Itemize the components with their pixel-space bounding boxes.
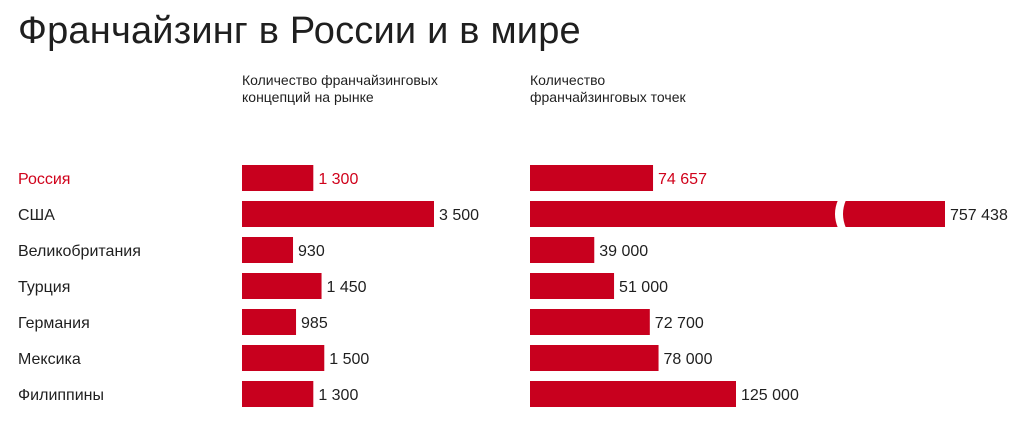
category-label: Мексика: [18, 351, 81, 368]
outlets-chart-title-line-2: франчайзинговых точек: [530, 89, 686, 105]
concepts-value-label: 1 300: [318, 387, 358, 404]
outlets-value-label: 51 000: [619, 279, 668, 296]
outlets-axis-break: [835, 200, 846, 228]
concepts-value-label: 3 500: [439, 207, 479, 224]
concepts-bar: [242, 201, 434, 227]
outlets-value-label: 125 000: [741, 387, 799, 404]
outlets-bar: [530, 345, 659, 371]
category-label: Турция: [18, 279, 70, 296]
concepts-value-label: 930: [298, 243, 325, 260]
concepts-bar: [242, 309, 297, 335]
concepts-value-label: 1 450: [327, 279, 367, 296]
outlets-bar: [530, 201, 945, 227]
concepts-value-label: 1 300: [318, 171, 358, 188]
outlets-bar: [530, 237, 595, 263]
page-title: Франчайзинг в России и в мире: [18, 10, 581, 52]
concepts-bar: [242, 381, 314, 407]
concepts-value-label: 1 500: [329, 351, 369, 368]
category-label: Россия: [18, 171, 70, 188]
outlets-value-label: 78 000: [664, 351, 713, 368]
concepts-bar: [242, 165, 314, 191]
outlets-value-label: 39 000: [599, 243, 648, 260]
concepts-chart-title: Количество франчайзинговых концепций на …: [242, 72, 502, 106]
concepts-bar: [242, 273, 322, 299]
category-label: Филиппины: [18, 387, 104, 404]
outlets-bar: [530, 165, 654, 191]
concepts-bar: [242, 237, 294, 263]
concepts-value-label: 985: [301, 315, 328, 332]
category-label: Германия: [18, 315, 90, 332]
outlets-bar: [530, 273, 615, 299]
concepts-bar: [242, 345, 325, 371]
outlets-chart-title-line-1: Количество: [530, 72, 606, 88]
outlets-bar: [530, 309, 650, 335]
outlets-value-label: 74 657: [658, 171, 707, 188]
concepts-chart-title-line-1: Количество франчайзинговых: [242, 72, 438, 88]
outlets-chart-title: Количество франчайзинговых точек: [530, 72, 790, 106]
outlets-bar: [530, 381, 736, 407]
concepts-chart-title-line-2: концепций на рынке: [242, 89, 374, 105]
category-label: США: [18, 207, 55, 224]
outlets-value-label: 757 438: [950, 207, 1008, 224]
outlets-value-label: 72 700: [655, 315, 704, 332]
category-label: Великобритания: [18, 243, 141, 260]
